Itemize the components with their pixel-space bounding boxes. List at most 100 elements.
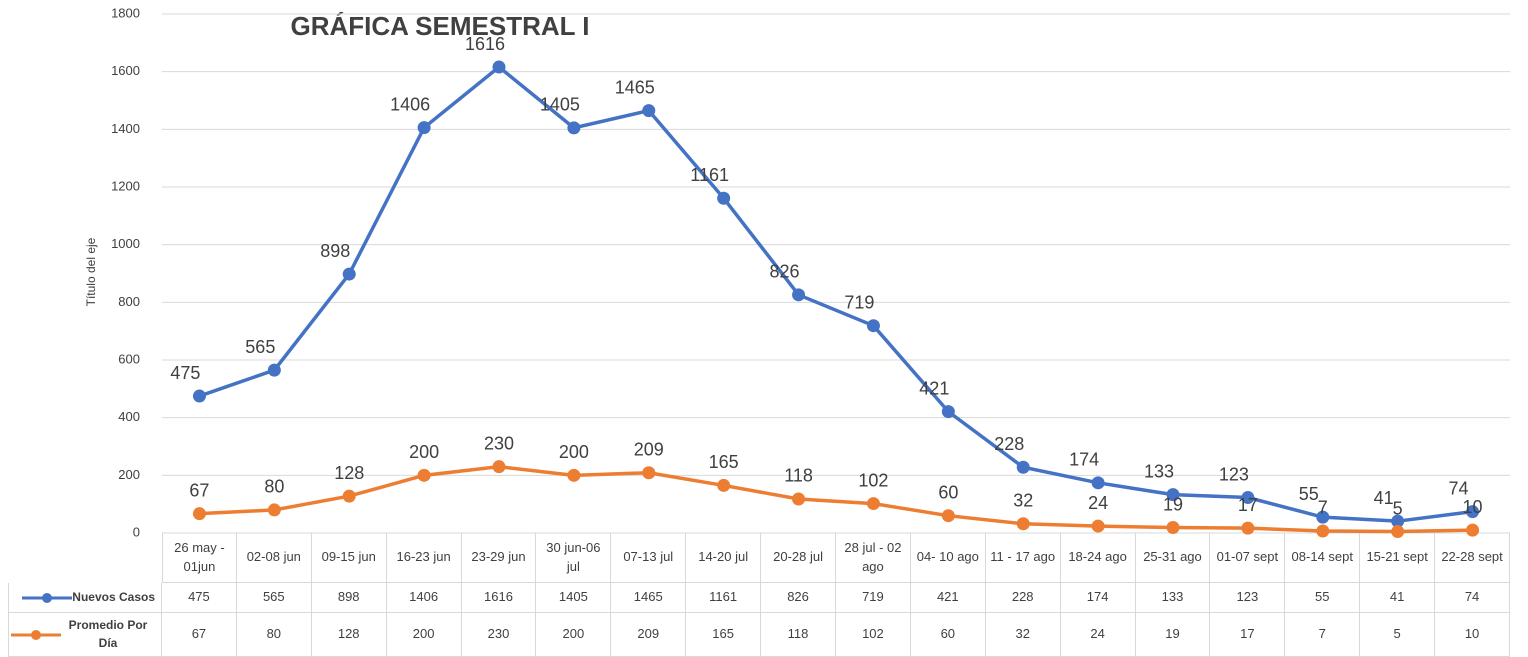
y-tick-label: 1800 (111, 5, 140, 20)
data-point (1391, 525, 1405, 539)
table-value: 200 (536, 613, 612, 657)
data-label: 128 (334, 463, 364, 483)
legend-item[interactable]: Nuevos Casos (8, 583, 162, 613)
data-label: 41 (1374, 488, 1394, 508)
table-value: 421 (910, 583, 986, 613)
category-cell: 16-23 jun (386, 533, 462, 583)
data-label: 719 (844, 292, 874, 312)
table-value: 165 (686, 613, 762, 657)
data-point (492, 60, 506, 74)
table-value: 826 (761, 583, 836, 613)
category-cell: 20-28 jul (761, 533, 836, 583)
data-label: 74 (1449, 478, 1469, 498)
data-point (642, 104, 656, 118)
data-point (1241, 521, 1255, 535)
table-value: 174 (1060, 583, 1136, 613)
data-label: 165 (709, 452, 739, 472)
data-label: 102 (858, 470, 888, 490)
data-label: 5 (1393, 498, 1403, 518)
legend-label: Nuevos Casos (72, 589, 155, 604)
category-cell: 15-21 sept (1360, 533, 1436, 583)
data-label: 200 (409, 442, 439, 462)
category-cell: 28 jul - 02 ago (836, 533, 911, 583)
data-point (567, 468, 581, 482)
table-value: 24 (1060, 613, 1136, 657)
table-value: 200 (386, 613, 462, 657)
data-point (1166, 521, 1180, 535)
data-point (866, 319, 880, 333)
data-point (1091, 476, 1105, 490)
table-value: 128 (311, 613, 387, 657)
y-tick-label: 400 (118, 409, 140, 424)
data-point (866, 497, 880, 511)
y-tick-label: 800 (118, 294, 140, 309)
table-value: 60 (910, 613, 986, 657)
data-label: 200 (559, 442, 589, 462)
category-cell: 11 - 17 ago (985, 533, 1061, 583)
data-point (717, 478, 731, 492)
legend-item[interactable]: Promedio Por Día (8, 613, 162, 657)
data-point (342, 489, 356, 503)
series-line (199, 464, 1473, 534)
table-value: 228 (985, 583, 1061, 613)
table-value: 118 (761, 613, 836, 657)
category-cell: 01-07 sept (1210, 533, 1286, 583)
table-value: 5 (1360, 613, 1436, 657)
y-axis-title: Título del eje (84, 237, 98, 306)
data-point (941, 405, 955, 419)
data-label: 19 (1163, 494, 1183, 514)
table-value: 41 (1360, 583, 1436, 613)
data-label: 1465 (615, 77, 655, 97)
table-value: 898 (311, 583, 387, 613)
data-point (1016, 460, 1030, 474)
legend-label: Promedio Por Día (68, 618, 148, 650)
data-label: 565 (245, 337, 275, 357)
data-label: 1405 (540, 95, 580, 115)
data-label: 1406 (390, 94, 430, 114)
legend-swatch (11, 629, 61, 640)
data-point (792, 492, 806, 506)
data-point (417, 121, 431, 135)
data-label: 10 (1463, 497, 1483, 517)
data-label: 55 (1299, 484, 1319, 504)
table-value: 55 (1285, 583, 1361, 613)
data-label: 123 (1219, 464, 1249, 484)
data-label: 421 (919, 378, 949, 398)
table-value: 102 (836, 613, 911, 657)
data-point (1091, 519, 1105, 533)
category-cell: 08-14 sept (1285, 533, 1361, 583)
table-value: 230 (461, 613, 537, 657)
table-value: 1465 (611, 583, 687, 613)
data-point (567, 121, 581, 135)
category-cell: 22-28 sept (1435, 533, 1510, 583)
category-cell: 23-29 jun (461, 533, 537, 583)
table-value: 19 (1135, 613, 1211, 657)
table-value: 10 (1435, 613, 1510, 657)
data-point (1391, 514, 1405, 528)
y-tick-label: 600 (118, 351, 140, 366)
data-label: 1616 (465, 34, 505, 54)
data-point (1016, 517, 1030, 531)
y-tick-label: 1200 (111, 178, 140, 193)
data-label: 826 (770, 262, 800, 282)
y-tick-label: 1600 (111, 63, 140, 78)
data-label: 60 (938, 482, 958, 502)
table-value: 7 (1285, 613, 1361, 657)
category-cell: 26 may - 01jun (162, 533, 237, 583)
category-cell: 30 jun-06 jul (536, 533, 612, 583)
data-point (1241, 491, 1255, 505)
category-cell: 18-24 ago (1060, 533, 1136, 583)
data-point (417, 468, 431, 482)
table-value: 475 (162, 583, 237, 613)
table-value: 209 (611, 613, 687, 657)
data-point (1166, 488, 1180, 502)
data-label: 174 (1069, 450, 1099, 470)
data-label: 475 (170, 363, 200, 383)
data-label: 228 (994, 434, 1024, 454)
data-point (1466, 505, 1480, 519)
data-label: 17 (1238, 495, 1258, 515)
data-label: 230 (484, 433, 514, 453)
chart-title: GRÁFICA SEMESTRAL I (290, 11, 589, 41)
data-point (717, 191, 731, 205)
